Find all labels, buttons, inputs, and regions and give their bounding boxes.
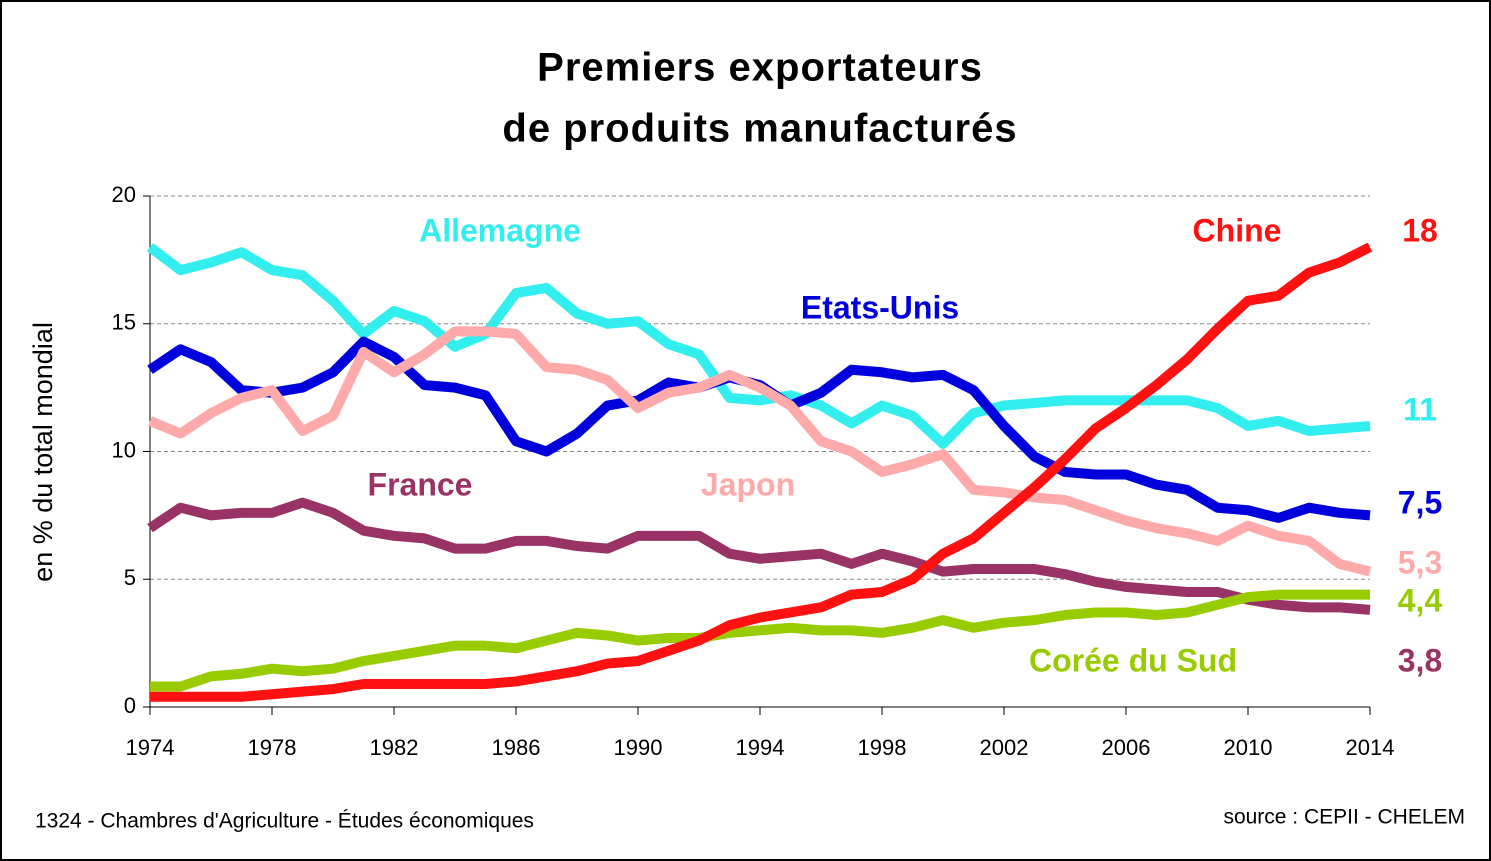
x-tick-label: 1990: [614, 735, 663, 760]
x-tick-label: 1974: [126, 735, 175, 760]
y-tick-label: 0: [124, 693, 136, 718]
series-label: Allemagne: [419, 212, 581, 248]
x-tick-label: 2006: [1102, 735, 1151, 760]
chart-title: Premiers exportateurs: [537, 46, 983, 90]
y-tick-label: 5: [124, 565, 136, 590]
x-tick-label: 2014: [1346, 735, 1395, 760]
series-label: Corée du Sud: [1029, 642, 1237, 678]
value-label: 5,3: [1398, 544, 1442, 580]
series-line: [150, 589, 1370, 692]
chart-title: de produits manufacturés: [502, 107, 1017, 151]
x-tick-label: 1998: [858, 735, 907, 760]
value-label: 3,8: [1398, 642, 1442, 678]
series-label: France: [368, 466, 473, 502]
series-line: [148, 326, 1372, 577]
series-line: [146, 243, 1371, 449]
series-label: Etats-Unis: [801, 289, 959, 325]
value-label: 4,4: [1398, 582, 1443, 618]
x-tick-label: 1978: [248, 735, 297, 760]
x-tick-label: 2002: [980, 735, 1029, 760]
footer: source : CEPII - CHELEM: [1223, 806, 1465, 829]
x-tick-label: 1982: [370, 735, 419, 760]
value-label: 7,5: [1398, 484, 1442, 520]
footer: 1324 - Chambres d'Agriculture - Études é…: [35, 810, 534, 833]
y-tick-label: 15: [112, 310, 136, 335]
value-label: 11: [1403, 391, 1437, 427]
value-label: 18: [1402, 212, 1438, 248]
x-tick-label: 1994: [736, 735, 785, 760]
series-label: Chine: [1193, 212, 1282, 248]
y-tick-label: 20: [112, 182, 136, 207]
series-line: [147, 497, 1371, 615]
x-tick-label: 1986: [492, 735, 541, 760]
y-tick-label: 10: [112, 437, 136, 462]
series-line: [150, 242, 1373, 702]
x-tick-label: 2010: [1224, 735, 1273, 760]
series-label: Japon: [701, 466, 795, 502]
y-axis-label: en % du total mondial: [28, 322, 58, 582]
